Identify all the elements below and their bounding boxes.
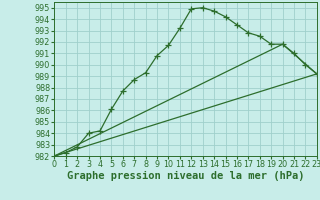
X-axis label: Graphe pression niveau de la mer (hPa): Graphe pression niveau de la mer (hPa) (67, 171, 304, 181)
